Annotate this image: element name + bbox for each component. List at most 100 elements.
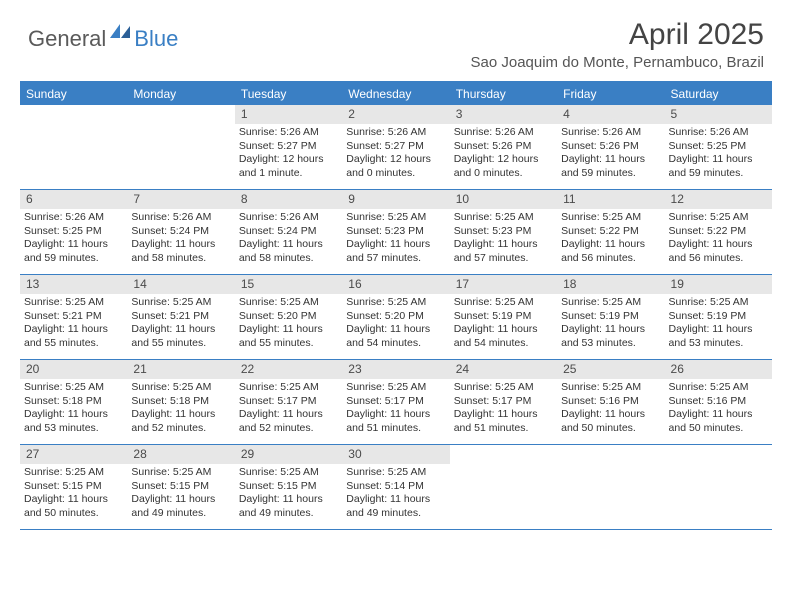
- day-cell: 4Sunrise: 5:26 AMSunset: 5:26 PMDaylight…: [557, 105, 664, 189]
- week-row: 6Sunrise: 5:26 AMSunset: 5:25 PMDaylight…: [20, 190, 772, 275]
- day-info-line: Sunrise: 5:25 AM: [239, 466, 338, 479]
- day-cell: 12Sunrise: 5:25 AMSunset: 5:22 PMDayligh…: [665, 190, 772, 274]
- day-info-line: Daylight: 12 hours and 0 minutes.: [454, 153, 553, 180]
- day-info-line: Daylight: 11 hours and 53 minutes.: [669, 323, 768, 350]
- day-cell: 8Sunrise: 5:26 AMSunset: 5:24 PMDaylight…: [235, 190, 342, 274]
- day-info-line: Sunset: 5:27 PM: [346, 140, 445, 153]
- day-number: 18: [557, 275, 664, 294]
- day-number: 10: [450, 190, 557, 209]
- day-info-line: Sunrise: 5:25 AM: [131, 466, 230, 479]
- day-number: 14: [127, 275, 234, 294]
- day-info-line: Sunset: 5:24 PM: [131, 225, 230, 238]
- week-row: ..1Sunrise: 5:26 AMSunset: 5:27 PMDaylig…: [20, 105, 772, 190]
- day-info-line: Sunset: 5:17 PM: [454, 395, 553, 408]
- day-info-line: Sunrise: 5:25 AM: [346, 466, 445, 479]
- day-info-line: Daylight: 11 hours and 58 minutes.: [131, 238, 230, 265]
- day-number: 9: [342, 190, 449, 209]
- day-number: 17: [450, 275, 557, 294]
- day-info-line: Daylight: 11 hours and 50 minutes.: [561, 408, 660, 435]
- day-number: 11: [557, 190, 664, 209]
- day-number: 5: [665, 105, 772, 124]
- day-info-line: Daylight: 11 hours and 49 minutes.: [346, 493, 445, 520]
- day-info-line: Sunrise: 5:25 AM: [346, 296, 445, 309]
- day-cell: 9Sunrise: 5:25 AMSunset: 5:23 PMDaylight…: [342, 190, 449, 274]
- day-info-line: Sunrise: 5:25 AM: [669, 296, 768, 309]
- day-number: 15: [235, 275, 342, 294]
- day-body: Sunrise: 5:25 AMSunset: 5:22 PMDaylight:…: [557, 209, 664, 269]
- day-cell: 30Sunrise: 5:25 AMSunset: 5:14 PMDayligh…: [342, 445, 449, 529]
- day-info-line: Daylight: 11 hours and 55 minutes.: [239, 323, 338, 350]
- day-body: Sunrise: 5:25 AMSunset: 5:22 PMDaylight:…: [665, 209, 772, 269]
- day-cell: 21Sunrise: 5:25 AMSunset: 5:18 PMDayligh…: [127, 360, 234, 444]
- day-info-line: Sunrise: 5:25 AM: [131, 296, 230, 309]
- day-cell: 24Sunrise: 5:25 AMSunset: 5:17 PMDayligh…: [450, 360, 557, 444]
- day-body: Sunrise: 5:25 AMSunset: 5:15 PMDaylight:…: [20, 464, 127, 524]
- day-cell: 7Sunrise: 5:26 AMSunset: 5:24 PMDaylight…: [127, 190, 234, 274]
- day-info-line: Sunset: 5:22 PM: [561, 225, 660, 238]
- day-info-line: Sunrise: 5:25 AM: [561, 296, 660, 309]
- day-info-line: Sunset: 5:17 PM: [239, 395, 338, 408]
- day-body: [450, 464, 557, 470]
- day-body: Sunrise: 5:25 AMSunset: 5:18 PMDaylight:…: [127, 379, 234, 439]
- day-info-line: Daylight: 11 hours and 55 minutes.: [24, 323, 123, 350]
- day-info-line: Sunrise: 5:26 AM: [24, 211, 123, 224]
- day-info-line: Sunset: 5:16 PM: [561, 395, 660, 408]
- day-number: 25: [557, 360, 664, 379]
- day-body: Sunrise: 5:25 AMSunset: 5:17 PMDaylight:…: [450, 379, 557, 439]
- location: Sao Joaquim do Monte, Pernambuco, Brazil: [471, 54, 765, 71]
- day-body: Sunrise: 5:25 AMSunset: 5:19 PMDaylight:…: [557, 294, 664, 354]
- day-info-line: Sunrise: 5:25 AM: [454, 211, 553, 224]
- day-body: Sunrise: 5:25 AMSunset: 5:20 PMDaylight:…: [235, 294, 342, 354]
- day-info-line: Sunrise: 5:25 AM: [561, 211, 660, 224]
- day-info-line: Sunset: 5:23 PM: [454, 225, 553, 238]
- day-number: 26: [665, 360, 772, 379]
- day-body: Sunrise: 5:25 AMSunset: 5:21 PMDaylight:…: [127, 294, 234, 354]
- day-info-line: Daylight: 12 hours and 1 minute.: [239, 153, 338, 180]
- day-info-line: Sunset: 5:27 PM: [239, 140, 338, 153]
- dow-cell: Wednesday: [342, 83, 449, 105]
- day-body: Sunrise: 5:26 AMSunset: 5:25 PMDaylight:…: [20, 209, 127, 269]
- day-info-line: Sunrise: 5:25 AM: [669, 211, 768, 224]
- day-info-line: Sunrise: 5:25 AM: [239, 296, 338, 309]
- day-cell: 29Sunrise: 5:25 AMSunset: 5:15 PMDayligh…: [235, 445, 342, 529]
- day-info-line: Sunset: 5:15 PM: [24, 480, 123, 493]
- day-body: Sunrise: 5:26 AMSunset: 5:27 PMDaylight:…: [235, 124, 342, 184]
- day-info-line: Sunset: 5:23 PM: [346, 225, 445, 238]
- dow-cell: Sunday: [20, 83, 127, 105]
- day-body: Sunrise: 5:25 AMSunset: 5:14 PMDaylight:…: [342, 464, 449, 524]
- day-body: Sunrise: 5:25 AMSunset: 5:17 PMDaylight:…: [342, 379, 449, 439]
- day-info-line: Sunrise: 5:25 AM: [131, 381, 230, 394]
- day-info-line: Daylight: 11 hours and 49 minutes.: [239, 493, 338, 520]
- day-info-line: Sunrise: 5:26 AM: [131, 211, 230, 224]
- logo-text-general: General: [28, 26, 106, 52]
- day-info-line: Sunset: 5:19 PM: [454, 310, 553, 323]
- day-info-line: Daylight: 11 hours and 57 minutes.: [454, 238, 553, 265]
- day-info-line: Sunset: 5:21 PM: [131, 310, 230, 323]
- day-info-line: Daylight: 11 hours and 56 minutes.: [561, 238, 660, 265]
- day-cell: 28Sunrise: 5:25 AMSunset: 5:15 PMDayligh…: [127, 445, 234, 529]
- day-cell: 2Sunrise: 5:26 AMSunset: 5:27 PMDaylight…: [342, 105, 449, 189]
- day-number: 2: [342, 105, 449, 124]
- day-cell: 27Sunrise: 5:25 AMSunset: 5:15 PMDayligh…: [20, 445, 127, 529]
- day-info-line: Daylight: 11 hours and 50 minutes.: [24, 493, 123, 520]
- day-number: 28: [127, 445, 234, 464]
- day-body: Sunrise: 5:26 AMSunset: 5:26 PMDaylight:…: [450, 124, 557, 184]
- day-cell: 17Sunrise: 5:25 AMSunset: 5:19 PMDayligh…: [450, 275, 557, 359]
- dow-row: SundayMondayTuesdayWednesdayThursdayFrid…: [20, 83, 772, 105]
- day-cell: .: [557, 445, 664, 529]
- day-cell: .: [20, 105, 127, 189]
- day-body: Sunrise: 5:25 AMSunset: 5:19 PMDaylight:…: [450, 294, 557, 354]
- day-info-line: Sunrise: 5:26 AM: [239, 211, 338, 224]
- day-cell: 23Sunrise: 5:25 AMSunset: 5:17 PMDayligh…: [342, 360, 449, 444]
- day-cell: 16Sunrise: 5:25 AMSunset: 5:20 PMDayligh…: [342, 275, 449, 359]
- day-cell: 26Sunrise: 5:25 AMSunset: 5:16 PMDayligh…: [665, 360, 772, 444]
- day-number: 29: [235, 445, 342, 464]
- day-info-line: Sunrise: 5:25 AM: [24, 381, 123, 394]
- day-cell: 15Sunrise: 5:25 AMSunset: 5:20 PMDayligh…: [235, 275, 342, 359]
- day-number: 6: [20, 190, 127, 209]
- day-info-line: Sunset: 5:18 PM: [24, 395, 123, 408]
- day-info-line: Daylight: 11 hours and 49 minutes.: [131, 493, 230, 520]
- dow-cell: Saturday: [665, 83, 772, 105]
- day-number: 16: [342, 275, 449, 294]
- day-info-line: Sunset: 5:19 PM: [561, 310, 660, 323]
